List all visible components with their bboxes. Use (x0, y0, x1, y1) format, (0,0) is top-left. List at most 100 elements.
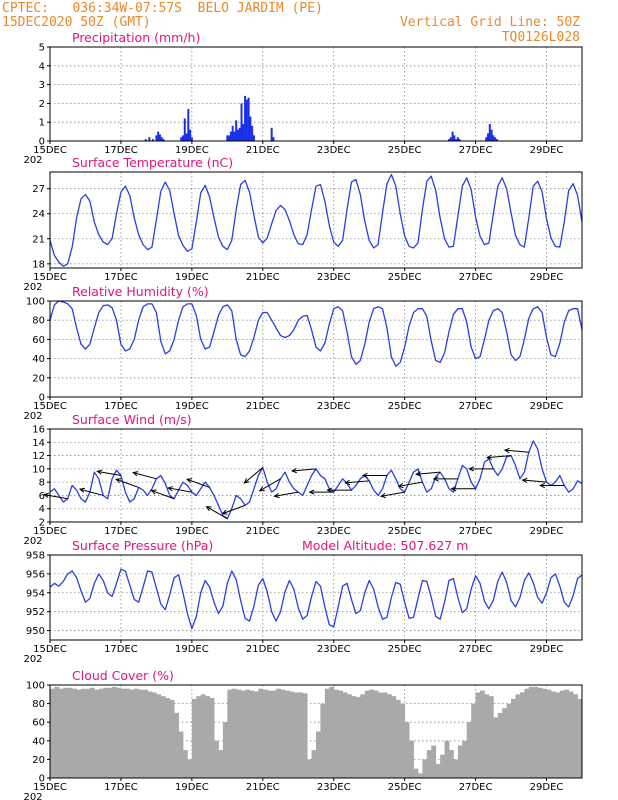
wind-xtick-label: 17DEC (104, 526, 138, 537)
wind-arrow-head (273, 492, 280, 499)
temperature-xtick-label: 19DEC (175, 272, 209, 283)
temperature-ytick-label: 27 (32, 184, 45, 195)
cloud-cover-bar (134, 688, 140, 778)
precipitation-bar (236, 129, 239, 141)
precipitation-xtick-label: 19DEC (175, 145, 209, 156)
precipitation-bar (488, 124, 491, 141)
cloud-cover-bar (550, 691, 556, 778)
humidity-xtick-label: 29DEC (530, 401, 564, 412)
cloud-cover-bar (276, 688, 281, 778)
wind-arrow-head (432, 476, 439, 482)
cloud-cover-bar (169, 699, 175, 778)
pressure-xtick-label: 27DEC (459, 644, 493, 655)
cloud-cover-bar (333, 689, 339, 778)
wind-xtick-label: 27DEC (459, 526, 493, 537)
precipitation-bar (183, 118, 186, 141)
cloud-cover-bar (355, 697, 361, 778)
precipitation-bar (229, 131, 232, 141)
cloud-cover-bar (138, 689, 144, 778)
wind-arrow-shaft (487, 455, 512, 459)
cloud-cover-bar (240, 690, 246, 778)
cloud-cover-bar (373, 690, 379, 778)
wind-arrow (397, 481, 423, 489)
wind-frame (49, 428, 583, 523)
precipitation-bar (180, 137, 183, 141)
cloud-cover-bar (98, 688, 104, 778)
precipitation-bar (242, 124, 245, 141)
cloud-cover-bar (524, 688, 530, 778)
cloud-cover-bar (253, 691, 259, 778)
wind-arrow-head (344, 479, 351, 486)
precipitation-bar (228, 135, 231, 141)
wind-arrow-head (486, 454, 493, 460)
wind-xtick-label: 29DEC (530, 526, 564, 537)
cloud-cover-bar (559, 690, 565, 778)
wind-arrow-shaft (186, 478, 210, 488)
precipitation-xtick-label: 23DEC (317, 145, 351, 156)
precipitation-bar (249, 116, 252, 141)
cloud-cover-bar (502, 708, 508, 778)
cloud-cover-bar (519, 692, 525, 778)
cloud-cover-xtick-label: 27DEC (459, 782, 493, 793)
humidity-xtick-label: 21DEC (246, 401, 280, 412)
humidity-xtick-label: 19DEC (175, 401, 209, 412)
pressure-series-line (49, 568, 583, 630)
humidity-xtick-label: 27DEC (459, 401, 493, 412)
temperature-xtick-label: 23DEC (317, 272, 351, 283)
wind-ytick-label: 6 (39, 491, 45, 502)
wind-arrow-shaft (522, 479, 547, 483)
wind-arrow-head (326, 487, 333, 493)
wind-arrow (132, 471, 157, 480)
cloud-cover-bar (484, 694, 490, 778)
wind-arrow-shaft (504, 449, 529, 453)
cloud-cover-bar (542, 688, 547, 778)
cloud-cover-bar (471, 703, 476, 778)
precipitation-bar (189, 129, 192, 141)
header-date-line: 15DEC2020 50Z (GMT) (2, 15, 151, 30)
precipitation-bar (155, 135, 158, 141)
wind-arrow-shaft (380, 491, 405, 497)
cloud-cover-bar (577, 698, 582, 778)
wind-arrow-head (397, 482, 404, 489)
cloud-cover-bar (475, 692, 481, 778)
precipitation-bar (492, 135, 495, 141)
wind-arrow (96, 469, 122, 476)
wind-arrow (42, 492, 68, 500)
wind-arrow (150, 489, 175, 500)
humidity-ytick-label: 20 (32, 373, 45, 384)
pressure-xtick-label: 17DEC (104, 644, 138, 655)
cloud-cover-xtick-label: 19DEC (175, 782, 209, 793)
cloud-cover-bar (63, 687, 69, 778)
cloud-cover-xtick-label: 25DEC (388, 782, 422, 793)
wind-arrow-head (167, 486, 174, 492)
cloud-cover-bar (386, 694, 392, 778)
wind-arrow-shaft (133, 472, 157, 480)
wind-arrow-head (503, 447, 510, 454)
wind-arrow-shaft (44, 494, 68, 500)
precipitation-bar (238, 127, 241, 141)
pressure-panel: 950 952 954 956 958 15DEC 17DEC 19DEC 21DEC 23DEC… (23, 538, 583, 665)
precipitation-bar (458, 139, 461, 141)
cloud-cover-ytick-label: 20 (32, 755, 45, 766)
precipitation-bar (252, 135, 255, 141)
precipitation-ytick-label: 3 (39, 80, 45, 91)
wind-arrow (468, 466, 494, 472)
wind-arrow (432, 476, 458, 482)
wind-arrow (243, 467, 264, 484)
wind-arrow (290, 467, 317, 474)
precipitation-bar (235, 120, 238, 141)
precipitation-xtick-label: 21DEC (246, 145, 280, 156)
wind-arrow-head (290, 467, 297, 474)
wind-arrow-shaft (259, 478, 281, 492)
cloud-cover-bar (187, 759, 193, 778)
precipitation-bar (456, 137, 459, 141)
humidity-title: Relative Humidity (%) (72, 284, 209, 299)
precipitation-bar (151, 139, 154, 141)
cloud-cover-bar (129, 689, 135, 778)
temperature-xtick-label: 15DEC (33, 272, 67, 283)
cloud-cover-bar (160, 696, 166, 778)
cloud-cover-bar (506, 703, 512, 778)
cloud-cover-bar (72, 688, 77, 778)
cloud-cover-panel: 0 20 40 60 80 100 15DEC 17DEC 19DEC 21DEC 23DEC 25D… (23, 668, 583, 800)
pressure-xtick-label: 25DEC (388, 644, 422, 655)
